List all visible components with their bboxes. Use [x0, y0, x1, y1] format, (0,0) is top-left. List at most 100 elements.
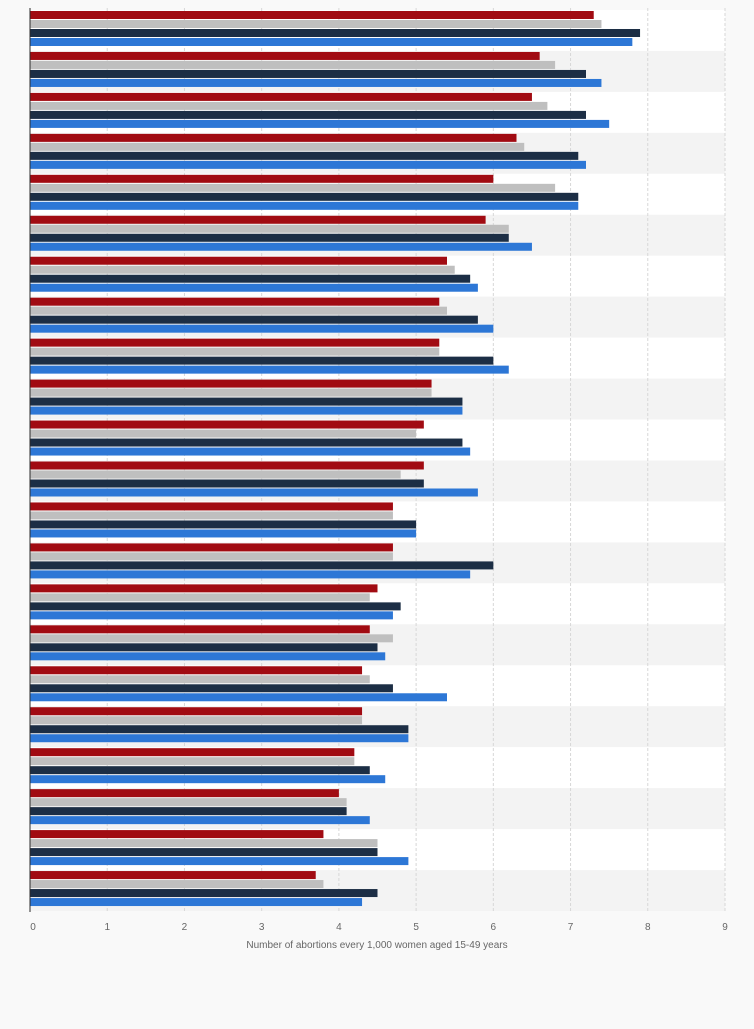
bar — [30, 652, 386, 661]
bar — [30, 379, 432, 388]
bar — [30, 265, 455, 274]
bar — [30, 552, 393, 561]
bar — [30, 511, 393, 520]
bar — [30, 839, 378, 848]
bars — [30, 11, 641, 907]
bar — [30, 215, 486, 224]
bar — [30, 602, 401, 611]
bar — [30, 429, 417, 438]
bar — [30, 807, 347, 816]
bar — [30, 233, 509, 242]
bar — [30, 142, 525, 151]
bar — [30, 734, 409, 743]
x-tick-label: 9 — [722, 922, 728, 933]
bar — [30, 775, 386, 784]
bar — [30, 693, 447, 702]
bar — [30, 848, 378, 857]
x-tick-label: 7 — [568, 922, 574, 933]
bar — [30, 356, 494, 365]
x-tick-label: 4 — [336, 922, 342, 933]
bar — [30, 570, 471, 579]
bar — [30, 789, 339, 798]
x-axis-title: Number of abortions every 1,000 women ag… — [246, 940, 507, 951]
bar — [30, 871, 316, 880]
bar — [30, 133, 517, 142]
bar — [30, 242, 532, 251]
bar — [30, 338, 440, 347]
bar — [30, 543, 393, 552]
bar — [30, 183, 556, 192]
bar — [30, 274, 471, 283]
bar — [30, 119, 610, 128]
bar — [30, 388, 432, 397]
bar — [30, 593, 370, 602]
bar — [30, 830, 324, 839]
bar — [30, 110, 586, 119]
bar — [30, 757, 355, 766]
bar — [30, 634, 393, 643]
bar — [30, 51, 540, 60]
bar — [30, 461, 424, 470]
bar — [30, 666, 363, 675]
bar — [30, 502, 393, 511]
bar — [30, 151, 579, 160]
bar — [30, 256, 447, 265]
bar — [30, 78, 602, 87]
bar — [30, 748, 355, 757]
bar — [30, 69, 586, 78]
bar — [30, 174, 494, 183]
bar — [30, 406, 463, 415]
bar — [30, 470, 401, 479]
bar — [30, 397, 463, 406]
x-tick-label: 6 — [491, 922, 497, 933]
bar — [30, 38, 633, 46]
bar — [30, 347, 440, 356]
bar — [30, 324, 494, 333]
bar — [30, 625, 370, 634]
bar — [30, 297, 440, 306]
bar — [30, 365, 509, 374]
bar — [30, 224, 509, 233]
bar — [30, 438, 463, 447]
x-tick-labels: 0 1 2 3 4 5 6 7 8 9 — [30, 922, 728, 933]
bar — [30, 306, 447, 315]
bar — [30, 201, 579, 210]
bar — [30, 520, 417, 529]
bar — [30, 725, 409, 734]
bar — [30, 898, 363, 907]
bar — [30, 889, 378, 898]
bar — [30, 643, 378, 652]
bar — [30, 675, 370, 684]
bar — [30, 101, 548, 110]
bar — [30, 561, 494, 570]
bar — [30, 192, 579, 201]
bar — [30, 716, 363, 725]
bar — [30, 880, 324, 889]
bar — [30, 798, 347, 807]
bar — [30, 529, 417, 538]
bar — [30, 420, 424, 429]
bar — [30, 857, 409, 866]
bar — [30, 479, 424, 488]
bar — [30, 684, 393, 693]
bar — [30, 447, 471, 456]
bar — [30, 60, 556, 69]
bar — [30, 707, 363, 716]
bar — [30, 816, 370, 825]
bar — [30, 315, 478, 324]
bar — [30, 20, 602, 28]
x-tick-label: 2 — [182, 922, 188, 933]
bar — [30, 611, 393, 620]
x-tick-label: 1 — [104, 922, 110, 933]
bar — [30, 160, 586, 169]
bar — [30, 11, 594, 19]
bar — [30, 283, 478, 292]
x-tick-label: 3 — [259, 922, 265, 933]
bar — [30, 488, 478, 497]
x-tick-label: 0 — [30, 922, 36, 933]
x-tick-label: 5 — [413, 922, 419, 933]
bar — [30, 584, 378, 593]
x-tick-label: 8 — [645, 922, 651, 933]
